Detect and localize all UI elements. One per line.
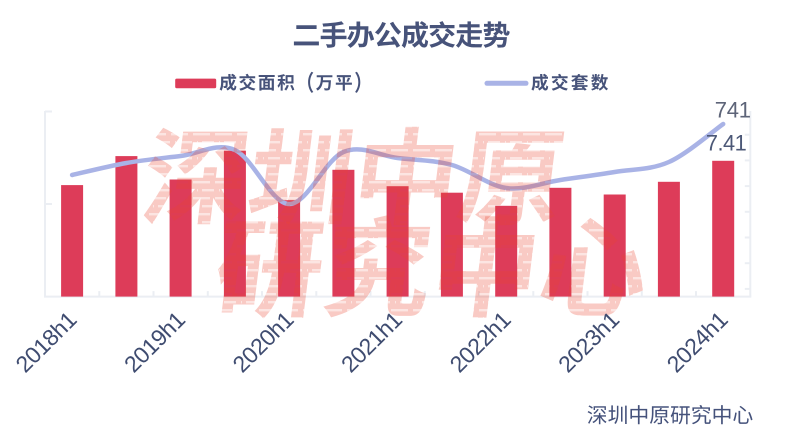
svg-text:2019h1: 2019h1 [119, 306, 190, 377]
svg-text:2018h1: 2018h1 [10, 306, 81, 377]
svg-text:741: 741 [715, 98, 751, 123]
svg-text:2021h1: 2021h1 [336, 306, 407, 377]
svg-text:2024h1: 2024h1 [662, 306, 733, 377]
svg-text:2023h1: 2023h1 [553, 306, 624, 377]
svg-text:7.41: 7.41 [706, 131, 747, 156]
